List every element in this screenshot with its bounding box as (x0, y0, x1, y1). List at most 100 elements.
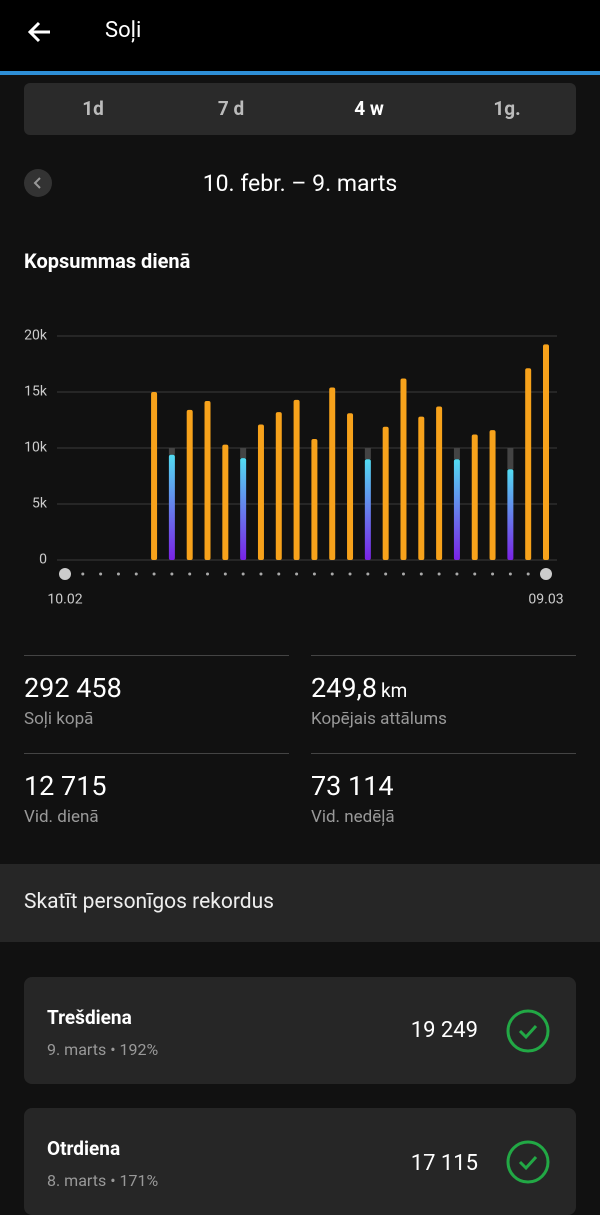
record-value: 19 249 (410, 1018, 478, 1043)
x-dot (206, 572, 210, 576)
x-dot (312, 572, 316, 576)
x-dot (241, 572, 245, 576)
tab[interactable]: 7 d (217, 97, 245, 120)
back-button[interactable] (26, 18, 54, 46)
x-dot (366, 572, 370, 576)
bar (168, 454, 175, 560)
x-tick-label: 09.03 (528, 592, 563, 608)
divider (311, 753, 576, 754)
bar (543, 344, 549, 560)
y-tick-label: 15k (24, 384, 48, 400)
goal-marker (364, 448, 371, 460)
bar (222, 444, 229, 560)
x-dot (348, 572, 352, 576)
screen-title: Soļi (105, 18, 142, 43)
x-dot (81, 572, 85, 576)
records-link-text: Skatīt personīgos rekordus (24, 890, 275, 914)
goal-marker (453, 448, 460, 460)
bar (489, 430, 496, 560)
check-icon (506, 1140, 550, 1184)
stat-unit: km (380, 679, 408, 702)
bar (436, 406, 443, 560)
record-detail: 9. marts • 192% (47, 1040, 159, 1059)
bar (418, 416, 425, 560)
x-tick-label: 10.02 (47, 592, 82, 608)
goal-marker (507, 448, 514, 470)
tab[interactable]: 1d (82, 97, 104, 120)
bar (364, 459, 371, 560)
bar (275, 412, 282, 560)
bar (382, 426, 389, 560)
record-value: 17 115 (410, 1151, 478, 1176)
x-dot (134, 572, 138, 576)
stat-label: Soļi kopā (24, 709, 94, 729)
check-icon (506, 1009, 550, 1053)
x-dot (259, 572, 263, 576)
x-dot (330, 572, 334, 576)
chart-title: Kopsummas dienā (24, 249, 191, 273)
x-dot (116, 572, 120, 576)
divider (311, 655, 576, 656)
record-day: Trešdiena (47, 1006, 132, 1029)
divider (24, 753, 289, 754)
stat-value: 292 458 (24, 672, 122, 704)
x-dot (188, 572, 192, 576)
bar (329, 387, 336, 560)
x-dot (152, 572, 156, 576)
tab-active[interactable]: 4 w (354, 97, 384, 120)
x-dot (473, 572, 477, 576)
stat-value: 73 114 (311, 770, 394, 802)
stat-label: Vid. nedēļā (311, 807, 395, 827)
bar (151, 392, 158, 560)
x-dot (384, 572, 388, 576)
x-dot (99, 572, 103, 576)
chart: 0 5k 10k 15k 20k 10.02 09.03 (24, 328, 563, 608)
divider (24, 655, 289, 656)
y-tick-label: 10k (24, 440, 48, 456)
goal-marker (240, 448, 247, 459)
x-dot (295, 572, 299, 576)
bar (471, 434, 478, 560)
x-dot (526, 572, 530, 576)
bar (257, 424, 264, 560)
tab-bar (24, 83, 576, 135)
bar (507, 469, 514, 560)
stat-label: Vid. dienā (24, 807, 99, 827)
bar (186, 409, 193, 560)
records-link[interactable]: Skatīt personīgos rekordus (0, 864, 600, 942)
x-dot (419, 572, 423, 576)
x-dot (223, 572, 227, 576)
stat-value: 249,8 (311, 672, 378, 704)
goal-marker (168, 448, 175, 455)
bar (311, 439, 318, 560)
x-dot (455, 572, 459, 576)
bar (293, 399, 300, 560)
prev-button[interactable] (23, 168, 53, 198)
x-dot (277, 572, 281, 576)
tab[interactable]: 1g. (493, 97, 521, 120)
record-card[interactable]: Otrdiena 8. marts • 171% 17 115 (24, 1108, 576, 1215)
record-card[interactable]: Trešdiena 9. marts • 192% 19 249 (24, 977, 576, 1084)
x-dot (401, 572, 405, 576)
accent-line (0, 71, 600, 75)
y-tick-label: 20k (24, 328, 48, 344)
bar (453, 459, 460, 560)
x-dot (540, 568, 552, 580)
bar (204, 400, 211, 560)
x-dot (491, 572, 495, 576)
bar (400, 378, 407, 560)
date-range: 10. febr. – 9. marts (202, 170, 398, 197)
y-tick-label: 0 (39, 552, 47, 568)
record-detail: 8. marts • 171% (47, 1171, 159, 1190)
x-dot (437, 572, 441, 576)
stat-label: Kopējais attālums (311, 709, 447, 729)
record-day: Otrdiena (47, 1137, 121, 1160)
y-tick-label: 5k (32, 496, 48, 512)
x-dot (170, 572, 174, 576)
stat-value: 12 715 (24, 770, 107, 802)
x-dot (508, 572, 512, 576)
bar (347, 413, 354, 560)
stat: 249,8 km (311, 672, 407, 704)
bar (240, 458, 247, 560)
